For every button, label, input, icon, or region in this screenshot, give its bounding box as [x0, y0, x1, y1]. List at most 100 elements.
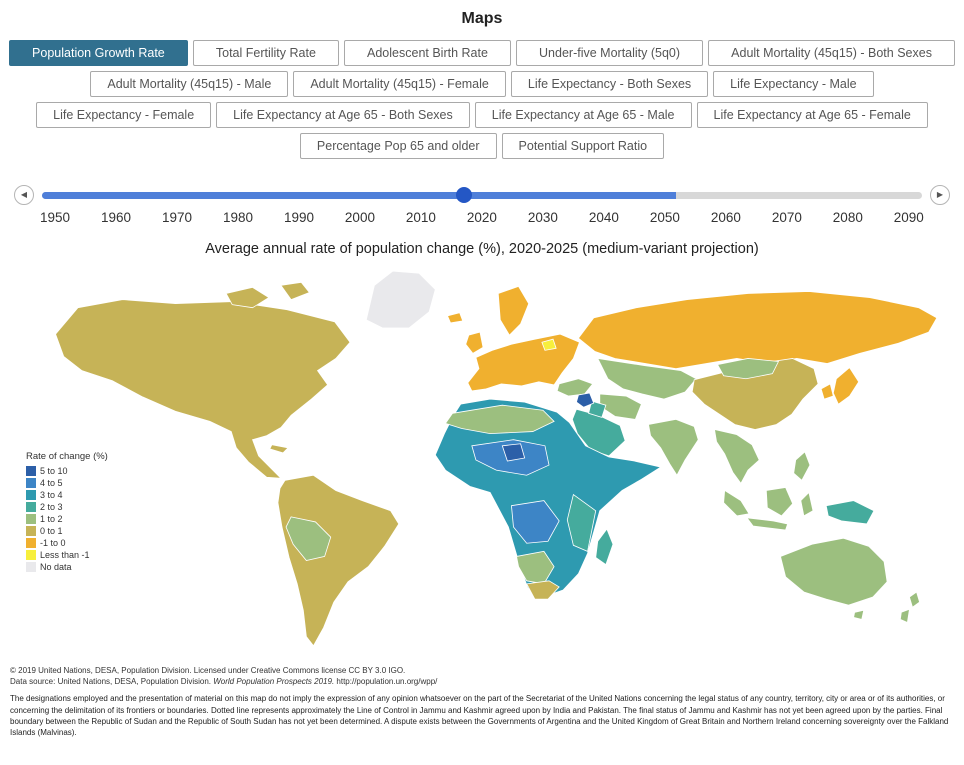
map-region-borneo[interactable] — [765, 486, 794, 517]
map-region-se-asia[interactable] — [714, 429, 760, 485]
map-region-syria[interactable] — [575, 392, 595, 408]
map-region-new-zealand-south[interactable] — [899, 608, 910, 624]
slider-next-button[interactable]: ▶ — [930, 185, 950, 205]
year-tick: 1970 — [161, 210, 193, 225]
tab-adolescent-birth-rate[interactable]: Adolescent Birth Rate — [343, 40, 511, 66]
copyright-line: © 2019 United Nations, DESA, Population … — [10, 666, 406, 675]
tab-life-expectancy-at-age-65-male[interactable]: Life Expectancy at Age 65 - Male — [474, 102, 692, 128]
year-tick: 1990 — [283, 210, 314, 225]
legend-label: 3 to 4 — [40, 490, 63, 500]
legend-label: 0 to 1 — [40, 526, 63, 536]
tab-under-five-mortality-5q0[interactable]: Under-five Mortality (5q0) — [515, 40, 704, 66]
page-footer: © 2019 United Nations, DESA, Population … — [10, 665, 954, 738]
map-region-arabia[interactable] — [571, 408, 626, 457]
tab-row-4: Percentage Pop 65 and older Potential Su… — [0, 133, 964, 159]
year-slider[interactable] — [42, 186, 922, 204]
legend-swatch — [26, 538, 36, 548]
tab-percentage-pop-65-and-older[interactable]: Percentage Pop 65 and older — [299, 133, 497, 159]
year-tick: 2070 — [771, 210, 802, 225]
map-region-north-africa[interactable] — [444, 404, 555, 435]
map-region-north-america[interactable] — [55, 299, 351, 479]
datasource-line: Data source: United Nations, DESA, Popul… — [10, 676, 954, 687]
slider-prev-button[interactable]: ◀ — [14, 185, 34, 205]
map-region-arctic-islands-2[interactable] — [280, 281, 311, 301]
tab-row-3: Life Expectancy - Female Life Expectancy… — [0, 102, 964, 128]
map-region-australia[interactable] — [780, 537, 888, 606]
map-region-new-zealand-north[interactable] — [908, 591, 921, 608]
map-region-madagascar[interactable] — [595, 528, 614, 566]
chevron-left-icon: ◀ — [20, 190, 28, 199]
tab-total-fertility-rate[interactable]: Total Fertility Rate — [192, 40, 339, 66]
tab-adult-mortality-45q15-male[interactable]: Adult Mortality (45q15) - Male — [90, 71, 289, 97]
map-region-south-africa[interactable] — [526, 580, 560, 600]
map-region-europe[interactable] — [467, 333, 580, 392]
year-tick: 2060 — [710, 210, 741, 225]
legend-item: Less than -1 — [26, 549, 108, 561]
datasource-url: http://population.un.org/wpp/ — [334, 677, 438, 687]
year-tick: 2090 — [893, 210, 924, 225]
legend-swatch — [26, 526, 36, 536]
tab-adult-mortality-45q15-both-sexes[interactable]: Adult Mortality (45q15) - Both Sexes — [708, 40, 956, 66]
map-region-sulawesi[interactable] — [800, 491, 814, 517]
chevron-right-icon: ▶ — [936, 190, 944, 199]
year-tick: 2020 — [466, 210, 497, 225]
map-region-east-africa[interactable] — [566, 493, 597, 552]
legend-swatch — [26, 478, 36, 488]
legend-swatch — [26, 514, 36, 524]
map-region-tasmania[interactable] — [853, 609, 865, 620]
map-region-drc[interactable] — [511, 500, 560, 544]
legend-label: 2 to 3 — [40, 502, 63, 512]
map-region-scandinavia[interactable] — [497, 285, 530, 336]
map-region-central-asia[interactable] — [597, 357, 697, 400]
map-region-baltic[interactable] — [541, 338, 557, 351]
tab-life-expectancy-female[interactable]: Life Expectancy - Female — [36, 102, 212, 128]
tab-adult-mortality-45q15-female[interactable]: Adult Mortality (45q15) - Female — [293, 71, 506, 97]
map-region-new-guinea[interactable] — [825, 500, 875, 525]
slider-handle[interactable] — [456, 187, 473, 203]
map-region-sumatra[interactable] — [723, 489, 750, 517]
legend-swatch — [26, 562, 36, 572]
map-region-korea[interactable] — [820, 383, 834, 400]
year-tick: 2030 — [527, 210, 558, 225]
legend-item: 2 to 3 — [26, 501, 108, 513]
map-region-uk[interactable] — [465, 331, 484, 354]
map-region-iran[interactable] — [599, 393, 642, 420]
year-slider-section: ◀ ▶ 1950 1960 1970 1980 1990 2000 2010 2… — [14, 185, 950, 225]
map-region-niger[interactable] — [501, 443, 526, 462]
tab-row-1: Population Growth Rate Total Fertility R… — [0, 40, 964, 66]
slider-track[interactable] — [42, 192, 922, 199]
map-region-south-america[interactable] — [277, 474, 400, 647]
map-region-java[interactable] — [746, 517, 789, 531]
map-region-arctic-islands[interactable] — [225, 286, 270, 309]
map-region-greenland[interactable] — [365, 270, 436, 329]
tab-life-expectancy-male[interactable]: Life Expectancy - Male — [713, 71, 874, 97]
map-region-iraq[interactable] — [588, 400, 607, 418]
tab-life-expectancy-at-age-65-both-sexes[interactable]: Life Expectancy at Age 65 - Both Sexes — [216, 102, 470, 128]
slider-fill — [42, 192, 676, 199]
legend-item: 0 to 1 — [26, 525, 108, 537]
map-region-russia[interactable] — [577, 291, 938, 370]
map-region-cuba[interactable] — [269, 444, 289, 454]
map-legend: Rate of change (%) 5 to 10 4 to 5 3 to 4… — [26, 451, 108, 573]
legend-item: 3 to 4 — [26, 489, 108, 501]
tab-potential-support-ratio[interactable]: Potential Support Ratio — [501, 133, 665, 159]
datasource-prefix: Data source: United Nations, DESA, Popul… — [10, 677, 214, 687]
legend-item: No data — [26, 561, 108, 573]
year-tick: 1960 — [100, 210, 132, 225]
map-region-india[interactable] — [648, 418, 699, 477]
legend-label: 4 to 5 — [40, 478, 63, 488]
map-region-andes-green[interactable] — [285, 516, 332, 561]
tab-row-2: Adult Mortality (45q15) - Male Adult Mor… — [0, 71, 964, 97]
datasource-title: World Population Prospects 2019. — [213, 677, 335, 687]
map-region-mongolia[interactable] — [716, 358, 780, 380]
legend-title: Rate of change (%) — [26, 451, 108, 462]
tab-life-expectancy-both-sexes[interactable]: Life Expectancy - Both Sexes — [510, 71, 709, 97]
map-region-philippines[interactable] — [793, 451, 811, 481]
tab-population-growth-rate[interactable]: Population Growth Rate — [9, 40, 188, 66]
legend-item: 4 to 5 — [26, 477, 108, 489]
tab-life-expectancy-at-age-65-female[interactable]: Life Expectancy at Age 65 - Female — [696, 102, 928, 128]
legend-swatch — [26, 550, 36, 560]
world-map-container: Rate of change (%) 5 to 10 4 to 5 3 to 4… — [16, 261, 948, 659]
map-region-iceland[interactable] — [446, 312, 464, 324]
map-region-japan[interactable] — [832, 366, 860, 405]
